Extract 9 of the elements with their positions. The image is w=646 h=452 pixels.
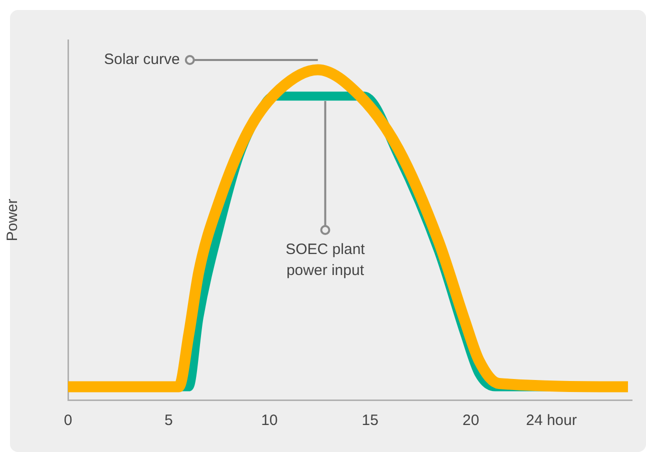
y-axis-title: Power: [4, 198, 22, 242]
x-tick-label: 20: [462, 412, 480, 430]
annotation: SOEC plant power input: [286, 241, 366, 280]
x-tick-label: 10: [261, 412, 278, 430]
x-tick-label: 0: [64, 412, 72, 430]
x-tick-label: 5: [164, 412, 173, 430]
x-tick-label: 24 hour: [526, 412, 577, 430]
text: Solar curve: [104, 51, 180, 68]
x-tick-label: 15: [362, 412, 378, 430]
